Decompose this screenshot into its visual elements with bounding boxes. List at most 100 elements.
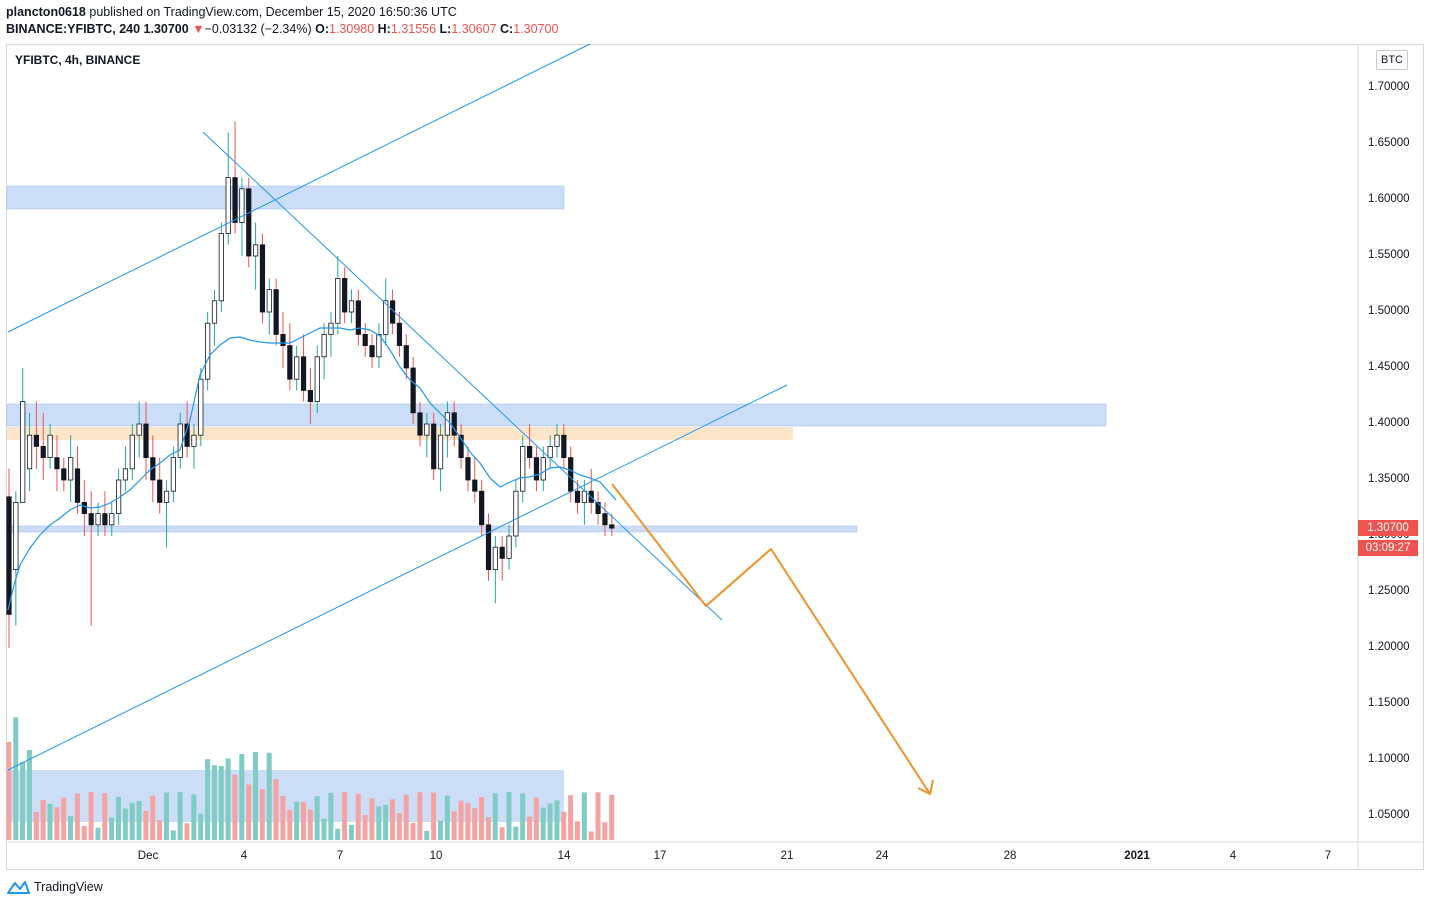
volume-bar [609,794,615,840]
candle-body [26,434,33,470]
volume-bar [47,804,53,840]
candle-body [61,468,67,481]
volume-bar [499,827,505,840]
last-price-tag: 1.30700 [1358,520,1418,536]
ascending-channel-upper[interactable] [7,43,591,333]
volume-bar [266,752,272,840]
volume-bar [122,808,128,840]
volume-bar [314,796,320,840]
volume-bar [232,774,238,840]
time-tick-label: 7 [1324,850,1332,862]
candle-body [492,546,498,571]
candle-body [129,434,135,470]
resistance-zone-mid[interactable] [6,403,1107,427]
time-tick-label: 4 [1229,850,1237,862]
candle-body [205,322,211,380]
symbol-full: BINANCE:YFIBTC, 240 [6,22,141,36]
candle-body [246,188,252,257]
candle-body [335,277,341,324]
candle-body [294,356,300,380]
volume-bar [218,766,224,840]
volume-bar [513,826,519,840]
volume-bar [396,813,402,840]
moving-average-line[interactable] [7,327,617,611]
volume-bar [574,821,580,840]
volume-bar [163,792,169,840]
candle-body [321,333,327,358]
candle-body [307,389,314,402]
chart-pane[interactable] [6,44,1424,870]
descending-trendline[interactable] [202,131,723,621]
volume-bar [588,831,594,840]
tradingview-cloud-icon [7,881,30,894]
support-zone[interactable] [6,525,858,533]
author-name[interactable]: plancton0618 [6,5,86,19]
volume-bar [424,830,430,840]
time-tick-label: 17 [653,850,667,862]
price-tick-label: 1.45000 [1368,361,1410,373]
candle-body [451,412,457,436]
volume-zone[interactable] [7,770,564,822]
volume-bar [335,828,341,840]
candle-body [177,423,183,458]
volume-bar [6,742,12,840]
volume-bar [68,816,74,840]
volume-bar [458,800,464,840]
candle-body [198,378,204,436]
volume-bar [561,811,567,840]
volume-bar [342,792,348,840]
volume-bar [376,806,382,840]
price-tick-label: 1.60000 [1368,193,1410,205]
candle-body [355,300,361,335]
brand-name: TradingView [34,880,103,894]
price-tick-label: 1.65000 [1368,137,1410,149]
candle-body [410,367,416,414]
bar-countdown-tag: 03:09:27 [1358,540,1418,556]
candle-body [506,535,512,559]
candle-body [232,177,238,223]
volume-bar [95,827,101,840]
projection-arrowhead [917,779,934,796]
low-value: 1.30607 [451,22,497,36]
currency-badge[interactable]: BTC [1376,50,1408,70]
candle-body [170,457,176,492]
candle-body [6,496,12,615]
orange-zone[interactable] [7,427,793,440]
candle-body [499,546,505,559]
volume-bar [287,809,293,840]
price-tick-label: 1.40000 [1368,417,1410,429]
ascending-channel-lower[interactable] [7,384,788,771]
time-tick-label: 7 [336,850,344,862]
candle-body [437,434,444,470]
volume-bar [280,796,286,840]
candle-body [150,457,156,481]
volume-bar [602,822,608,840]
candle-body [533,457,540,481]
volume-bar [13,717,19,840]
volume-bar [102,793,108,840]
volume-bar [520,793,526,840]
low-label: L: [439,22,452,36]
tradingview-logo[interactable]: TradingView [6,880,103,894]
volume-bar [88,792,94,840]
candle-body [74,468,81,503]
price-tick-label: 1.55000 [1368,249,1410,261]
candle-body [396,322,403,347]
projection-path[interactable] [611,483,931,795]
published-info: published on TradingView.com, December 1… [89,5,457,19]
volume-bar [369,798,375,840]
candle-body [211,300,218,324]
candle-body [54,457,60,470]
price-tick-label: 1.05000 [1368,809,1410,821]
volume-bar [300,802,306,840]
candle-body [157,479,163,503]
resistance-zone-top[interactable] [6,185,565,210]
volume-bar [321,818,327,840]
volume-bar [451,811,457,840]
price-change: −0.03132 (−2.34%) [204,22,312,36]
candle-body [191,434,197,447]
symbol-legend[interactable]: YFIBTC, 4h, BINANCE [15,53,141,67]
candle-body [574,490,581,503]
time-tick-label: Dec [137,850,159,862]
